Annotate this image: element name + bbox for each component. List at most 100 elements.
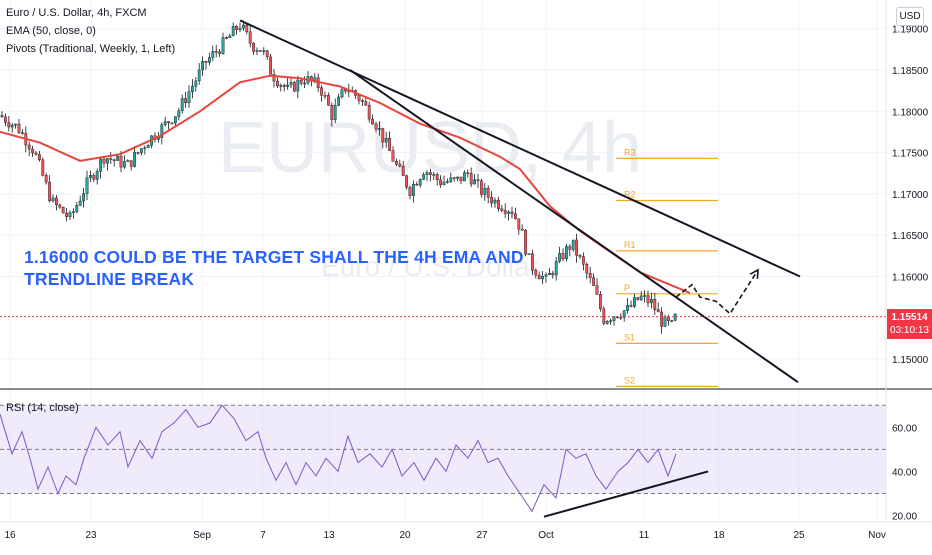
candle-down [405, 175, 408, 188]
candle-up [228, 35, 232, 38]
candle-up [507, 211, 510, 214]
currency-button[interactable]: USD [896, 7, 924, 26]
candle-down [21, 132, 24, 134]
candle-up [75, 205, 79, 212]
candle-down [578, 255, 582, 257]
candle-down [17, 123, 21, 133]
candle-down [653, 299, 657, 310]
candle-down [167, 121, 170, 124]
candle-down [119, 155, 123, 168]
candle-down [367, 105, 371, 120]
candle-down [3, 116, 7, 123]
candle-up [527, 253, 531, 255]
candle-up [449, 177, 453, 182]
candle-down [27, 144, 31, 150]
candle-up [303, 82, 306, 85]
candle-down [401, 166, 405, 176]
candle-up [633, 297, 636, 307]
candle-down [415, 184, 419, 186]
candle-up [231, 26, 235, 37]
candle-up [609, 320, 613, 322]
candle-up [337, 96, 340, 106]
candle-up [605, 321, 609, 324]
candle-up [99, 158, 103, 172]
candle-up [10, 124, 14, 128]
candle-down [388, 137, 391, 152]
candle-up [82, 193, 86, 202]
candle-up [105, 158, 109, 164]
current-price-tag: 1.15514 03:10:13 [887, 308, 932, 339]
candle-up [446, 181, 449, 183]
candle-down [269, 56, 272, 75]
candle-down [568, 246, 572, 250]
rsi-axis-label: 60.00 [892, 423, 917, 434]
candle-down [395, 161, 398, 165]
candle-down [58, 204, 62, 208]
rsi-axis-label: 40.00 [892, 467, 917, 478]
candle-up [190, 86, 194, 93]
candle-up [565, 246, 568, 260]
candle-up [554, 261, 558, 276]
candle-up [442, 181, 446, 185]
candle-down [7, 122, 11, 128]
rsi-label: RSI (14, close) [6, 402, 79, 414]
candle-down [44, 175, 48, 183]
candle-up [670, 320, 674, 322]
price-axis-label: 1.16000 [892, 272, 929, 283]
candle-down [55, 197, 58, 206]
candle-up [384, 137, 388, 143]
projection-path[interactable] [675, 269, 759, 315]
current-price-value: 1.15514 [891, 311, 928, 323]
rsi-trendline[interactable] [543, 470, 709, 518]
time-axis-label: 20 [399, 530, 411, 541]
pivots-legend[interactable]: Pivots (Traditional, Weekly, 1, Left) [6, 43, 176, 55]
time-axis-label: 27 [476, 530, 488, 541]
candle-up [68, 212, 72, 217]
bar-countdown: 03:10:13 [890, 324, 929, 336]
candle-up [650, 299, 653, 304]
ema-legend[interactable]: EMA (50, close, 0) [6, 25, 96, 37]
candle-up [71, 211, 75, 213]
headline-line-1: 1.16000 COULD BE THE TARGET SHALL THE 4H… [24, 247, 524, 267]
projection-arrowhead [749, 268, 759, 279]
candle-up [639, 295, 643, 300]
trendline-1[interactable] [239, 19, 801, 278]
analysis-headline: 1.16000 COULD BE THE TARGET SHALL THE 4H… [24, 246, 544, 290]
candle-down [561, 253, 565, 260]
candle-down [408, 187, 412, 196]
candle-down [371, 118, 374, 125]
candle-up [663, 316, 667, 327]
symbol-title[interactable]: Euro / U.S. Dollar, 4h, FXCM [6, 7, 147, 19]
rsi-line[interactable] [0, 404, 677, 513]
candle-down [646, 295, 650, 304]
candle-up [143, 147, 147, 149]
candle-up [289, 82, 293, 86]
time-axis-label: 11 [639, 530, 650, 541]
pivot-label-p: P [624, 283, 630, 293]
candle-down [265, 50, 269, 58]
candle-down [429, 172, 432, 175]
candle-down [364, 101, 368, 106]
trendline-2[interactable] [349, 69, 799, 384]
candle-up [619, 317, 623, 319]
candle-up [296, 79, 300, 92]
candle-up [116, 155, 120, 161]
candle-down [112, 159, 116, 161]
candle-up [412, 184, 415, 196]
candle-up [78, 200, 82, 206]
candle-down [204, 61, 208, 63]
candle-up [541, 276, 545, 280]
time-axis-label: Sep [193, 530, 211, 541]
candle-up [146, 145, 150, 148]
price-axis-label: 1.17500 [892, 149, 929, 160]
candle-down [330, 105, 334, 120]
candle-down [38, 154, 41, 161]
candle-down [497, 199, 500, 209]
candle-up [180, 98, 184, 111]
candle-up [85, 177, 89, 194]
candle-down [480, 180, 483, 195]
candle-down [524, 230, 528, 255]
candle-down [357, 95, 361, 101]
